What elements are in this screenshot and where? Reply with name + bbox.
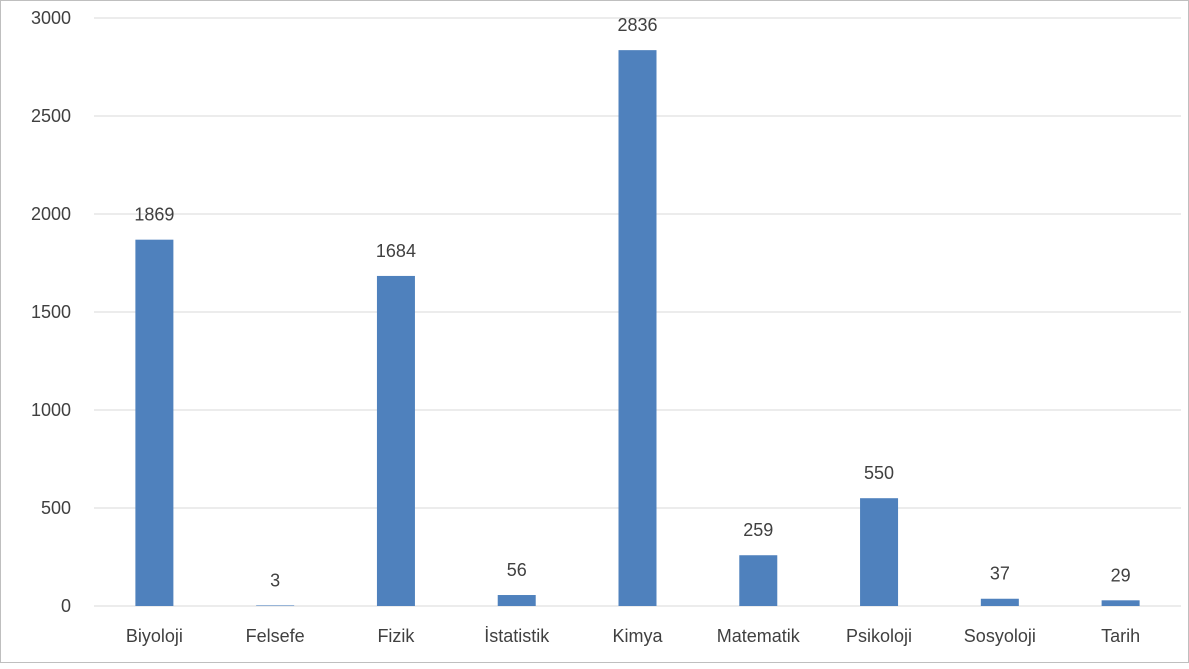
data-label: 1684 [376,241,416,261]
y-tick-label: 500 [41,498,71,518]
x-tick-label: Psikoloji [846,626,912,646]
y-tick-label: 0 [61,596,71,616]
bar-1 [256,605,295,606]
data-label: 1869 [134,205,174,225]
y-tick-label: 3000 [31,8,71,28]
x-tick-label: Felsefe [246,626,305,646]
x-tick-label: Fizik [377,626,415,646]
data-label: 259 [743,520,773,540]
data-label: 37 [990,564,1010,584]
y-tick-label: 2000 [31,204,71,224]
bar-4 [618,50,657,607]
y-tick-label: 1500 [31,302,71,322]
data-label: 2836 [617,15,657,35]
x-tick-label: Matematik [717,626,801,646]
y-tick-label: 2500 [31,106,71,126]
bar-5 [739,555,778,606]
data-label: 550 [864,463,894,483]
data-label: 56 [507,560,527,580]
x-tick-label: İstatistik [484,626,550,646]
bars [135,50,1140,607]
x-tick-label: Sosyoloji [964,626,1036,646]
bar-7 [980,598,1019,606]
x-tick-label: Biyoloji [126,626,183,646]
data-labels: 1869 3 1684 56 2836 259 550 37 29 [134,15,1130,590]
bar-8 [1101,600,1140,606]
x-tick-label: Tarih [1101,626,1140,646]
y-axis-tick-labels: 0 500 1000 1500 2000 2500 3000 [31,8,71,616]
y-tick-label: 1000 [31,400,71,420]
data-label: 3 [270,570,280,590]
bar-6 [860,498,899,606]
bar-0 [135,239,174,606]
x-tick-label: Kimya [612,626,663,646]
x-axis-tick-labels: Biyoloji Felsefe Fizik İstatistik Kimya Matem… [126,626,1140,646]
data-label: 29 [1111,565,1131,585]
bar-2 [376,275,415,606]
bar-3 [497,595,536,606]
